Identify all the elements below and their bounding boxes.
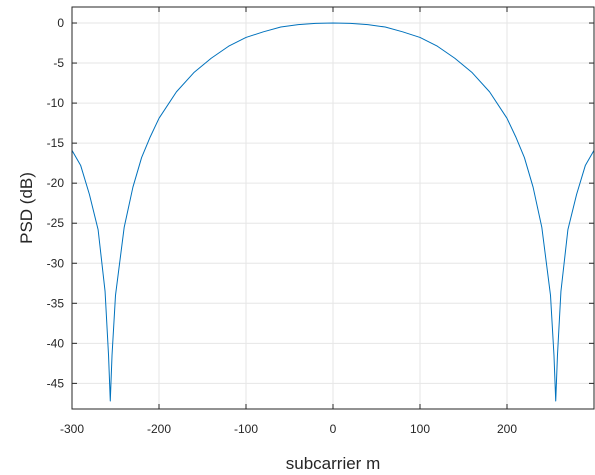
y-tick-label: -40 xyxy=(47,336,65,350)
x-tick-label: -300 xyxy=(60,422,84,436)
y-tick-label: 0 xyxy=(57,16,64,30)
x-axis-label: subcarrier m xyxy=(286,454,380,473)
y-tick-label: -15 xyxy=(47,136,65,150)
x-tick-label: 100 xyxy=(410,422,430,436)
grid xyxy=(71,7,594,409)
series-line xyxy=(71,22,595,402)
x-tick-label: 200 xyxy=(497,422,517,436)
y-tick-label: -20 xyxy=(47,176,65,190)
y-tick-label: -25 xyxy=(47,216,65,230)
y-tick-label: -45 xyxy=(47,376,65,390)
x-tick-label: 0 xyxy=(330,422,337,436)
y-tick-label: -30 xyxy=(47,256,65,270)
x-tick-label: -100 xyxy=(234,422,258,436)
y-tick-label: -5 xyxy=(53,56,64,70)
x-tick-label: -200 xyxy=(147,422,171,436)
ticks: -300 -200 -100 0 100 200 0 -5 -10 -15 -20 -25 -30 -35… xyxy=(47,7,594,436)
y-tick-label: -10 xyxy=(47,96,65,110)
y-tick-label: -35 xyxy=(47,296,65,310)
y-axis-label: PSD (dB) xyxy=(17,172,36,244)
